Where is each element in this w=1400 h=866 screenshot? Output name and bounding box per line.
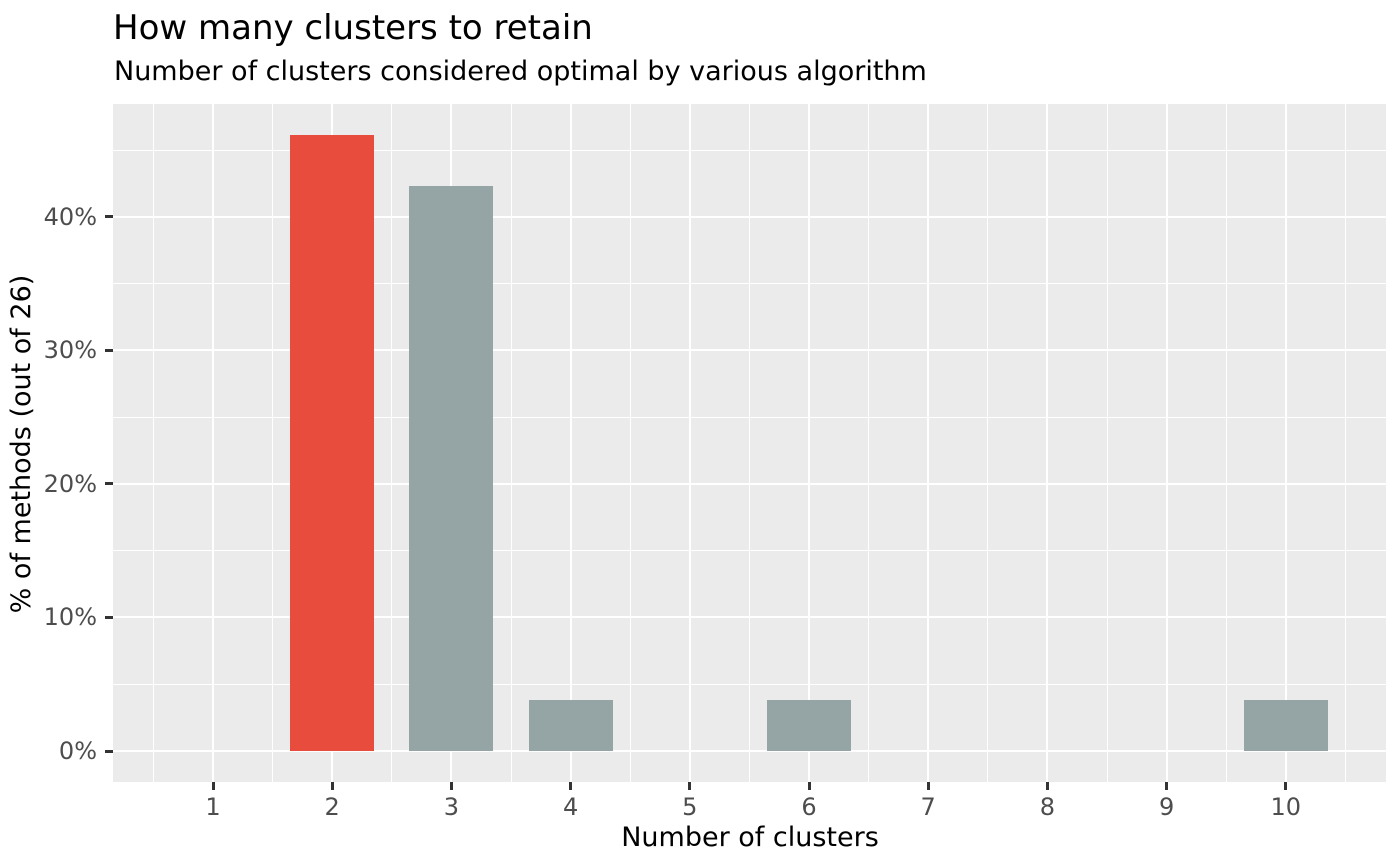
- bar-cluster-4: [528, 699, 613, 751]
- x-tick-mark: [569, 782, 573, 790]
- gridline-minor-v: [868, 104, 870, 782]
- y-tick-mark: [105, 749, 113, 753]
- x-tick-mark: [1045, 782, 1049, 790]
- plot-panel: [113, 104, 1386, 782]
- bar-cluster-3: [409, 185, 494, 751]
- gridline-minor-v: [748, 104, 750, 782]
- bar-cluster-2: [290, 134, 375, 751]
- gridline-major-v: [688, 104, 691, 782]
- x-tick-mark: [330, 782, 334, 790]
- gridline-minor-v: [272, 104, 274, 782]
- x-tick-label: 2: [324, 793, 340, 821]
- y-tick-label: 30%: [43, 336, 97, 365]
- chart-subtitle: Number of clusters considered optimal by…: [114, 56, 927, 87]
- gridline-major-v: [569, 104, 572, 782]
- x-tick-label: 6: [801, 793, 817, 821]
- gridline-minor-v: [987, 104, 989, 782]
- gridline-minor-v: [391, 104, 393, 782]
- x-axis-title: Number of clusters: [621, 822, 879, 853]
- y-tick-label: 10%: [43, 603, 97, 632]
- y-tick-mark: [105, 615, 113, 619]
- x-tick-label: 5: [682, 793, 698, 821]
- gridline-minor-v: [510, 104, 512, 782]
- gridline-major-v: [1284, 104, 1287, 782]
- y-tick-label: 40%: [43, 202, 97, 231]
- x-tick-label: 7: [920, 793, 936, 821]
- x-tick-label: 3: [443, 793, 460, 821]
- x-tick-label: 8: [1039, 793, 1056, 821]
- gridline-major-v: [808, 104, 810, 782]
- y-axis-title: % of methods (out of 26): [6, 274, 37, 614]
- y-tick-mark: [105, 348, 113, 352]
- gridline-minor-v: [1106, 104, 1108, 782]
- y-tick-mark: [105, 482, 113, 486]
- gridline-major-v: [927, 104, 930, 782]
- x-tick-label: 9: [1158, 793, 1175, 821]
- chart-title: How many clusters to retain: [113, 8, 593, 48]
- x-tick-mark: [449, 782, 453, 790]
- x-tick-mark: [1284, 782, 1288, 790]
- y-tick-mark: [105, 215, 113, 219]
- x-tick-label: 10: [1270, 793, 1302, 821]
- y-tick-label: 20%: [43, 469, 97, 498]
- gridline-minor-v: [1344, 104, 1346, 782]
- bar-cluster-6: [767, 699, 851, 751]
- x-tick-mark: [688, 782, 692, 790]
- gridline-major-v: [212, 104, 214, 782]
- gridline-major-v: [1165, 104, 1168, 782]
- gridline-minor-v: [152, 104, 154, 782]
- gridline-major-v: [1046, 104, 1049, 782]
- x-tick-mark: [926, 782, 930, 790]
- gridline-minor-v: [1225, 104, 1227, 782]
- gridline-minor-v: [629, 104, 631, 782]
- y-tick-label: 0%: [58, 737, 97, 765]
- x-tick-mark: [807, 782, 811, 790]
- x-tick-label: 4: [562, 793, 579, 821]
- x-tick-mark: [1165, 782, 1169, 790]
- x-tick-mark: [211, 782, 215, 790]
- x-tick-label: 1: [205, 793, 221, 821]
- bar-cluster-10: [1243, 699, 1328, 751]
